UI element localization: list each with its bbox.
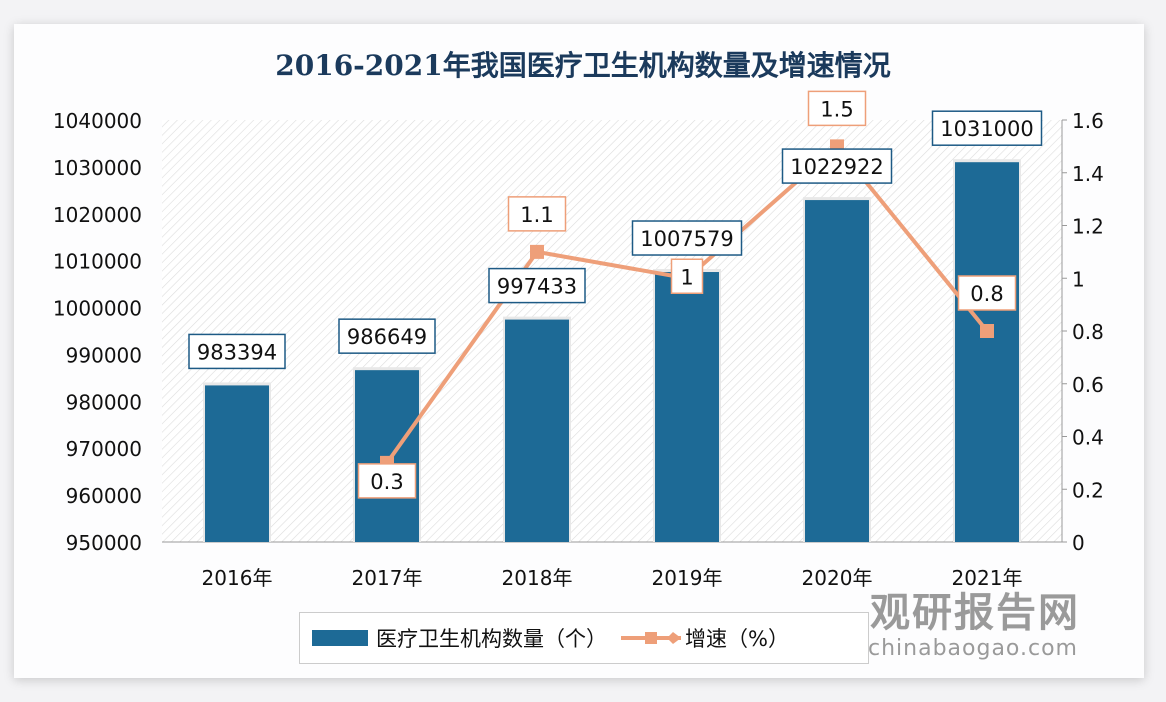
line-data-label: 1.5 [820, 97, 853, 121]
left-tick-label: 1000000 [53, 297, 142, 321]
right-tick-label: 0.4 [1072, 426, 1104, 450]
bar-data-label: 997433 [497, 275, 577, 299]
line-data-label: 0.8 [970, 282, 1003, 306]
line-data-label-box [507, 196, 567, 232]
bar-data-label: 1007579 [640, 227, 734, 251]
bar-data-label-box [931, 110, 1043, 146]
bar-data-label: 1031000 [940, 117, 1034, 141]
bar-data-label: 1022922 [790, 155, 884, 179]
left-tick-label: 960000 [66, 484, 142, 508]
line-marker [530, 244, 544, 259]
left-tick-label: 980000 [66, 390, 142, 414]
left-tick-label: 1010000 [53, 250, 142, 274]
legend-line-label: 增速（%） [685, 627, 789, 651]
bar-data-label-box [631, 220, 743, 256]
right-tick-label: 0.2 [1072, 478, 1104, 502]
bar-data-label-box [188, 333, 286, 370]
line-marker [980, 324, 994, 338]
watermark-en: chinabaogao.com [868, 636, 1078, 661]
x-tick-label: 2020年 [802, 566, 873, 590]
right-tick-label: 1.4 [1072, 162, 1104, 186]
line-data-label: 1.1 [520, 203, 553, 227]
left-tick-label: 950000 [66, 531, 142, 555]
right-tick-label: 0.6 [1072, 373, 1104, 397]
x-tick-label: 2016年 [202, 566, 273, 590]
bar-data-label: 986649 [347, 325, 427, 349]
x-tick-label: 2017年 [352, 566, 423, 590]
x-tick-label: 2019年 [652, 566, 723, 590]
left-tick-label: 1020000 [53, 203, 142, 227]
right-tick-label: 1.2 [1072, 215, 1104, 239]
right-tick-label: 0 [1072, 531, 1085, 555]
x-tick-label: 2021年 [952, 566, 1023, 590]
left-tick-label: 1040000 [53, 109, 142, 133]
legend-bar-label: 医疗卫生机构数量（个） [376, 627, 607, 651]
bar-data-label-box [338, 318, 436, 354]
bar [655, 272, 719, 542]
legend-bar-swatch [312, 630, 368, 646]
legend: 医疗卫生机构数量（个） 增速（%） [299, 612, 869, 664]
line-data-label-box [807, 90, 867, 127]
line-data-label: 0.3 [370, 470, 403, 494]
plot-area [162, 120, 1062, 542]
chart-title: 2016-2021年我国医疗卫生机构数量及增速情况 [275, 49, 891, 82]
line-data-label-box [957, 275, 1017, 311]
right-tick-label: 1 [1072, 267, 1085, 291]
left-tick-label: 990000 [66, 343, 142, 367]
legend-line-swatch [621, 628, 681, 648]
right-tick-label: 1.6 [1072, 109, 1104, 133]
line-data-label: 1 [680, 265, 693, 289]
line-data-label-box [670, 258, 704, 294]
bar-data-label-box [488, 267, 586, 304]
line-data-label-box [357, 463, 417, 499]
right-tick-label: 0.8 [1072, 320, 1104, 344]
bar [205, 385, 269, 542]
x-tick-label: 2018年 [502, 566, 573, 590]
bar [805, 200, 869, 542]
watermark: 观研报告网 chinabaogao.com [790, 580, 1080, 661]
bar [955, 162, 1019, 542]
bar-data-label: 983394 [197, 340, 277, 364]
left-tick-label: 1030000 [53, 156, 142, 180]
bar [505, 319, 569, 542]
watermark-cn: 观研报告网 [870, 590, 1080, 636]
left-tick-label: 970000 [66, 437, 142, 461]
bar-data-label-box [781, 148, 893, 184]
